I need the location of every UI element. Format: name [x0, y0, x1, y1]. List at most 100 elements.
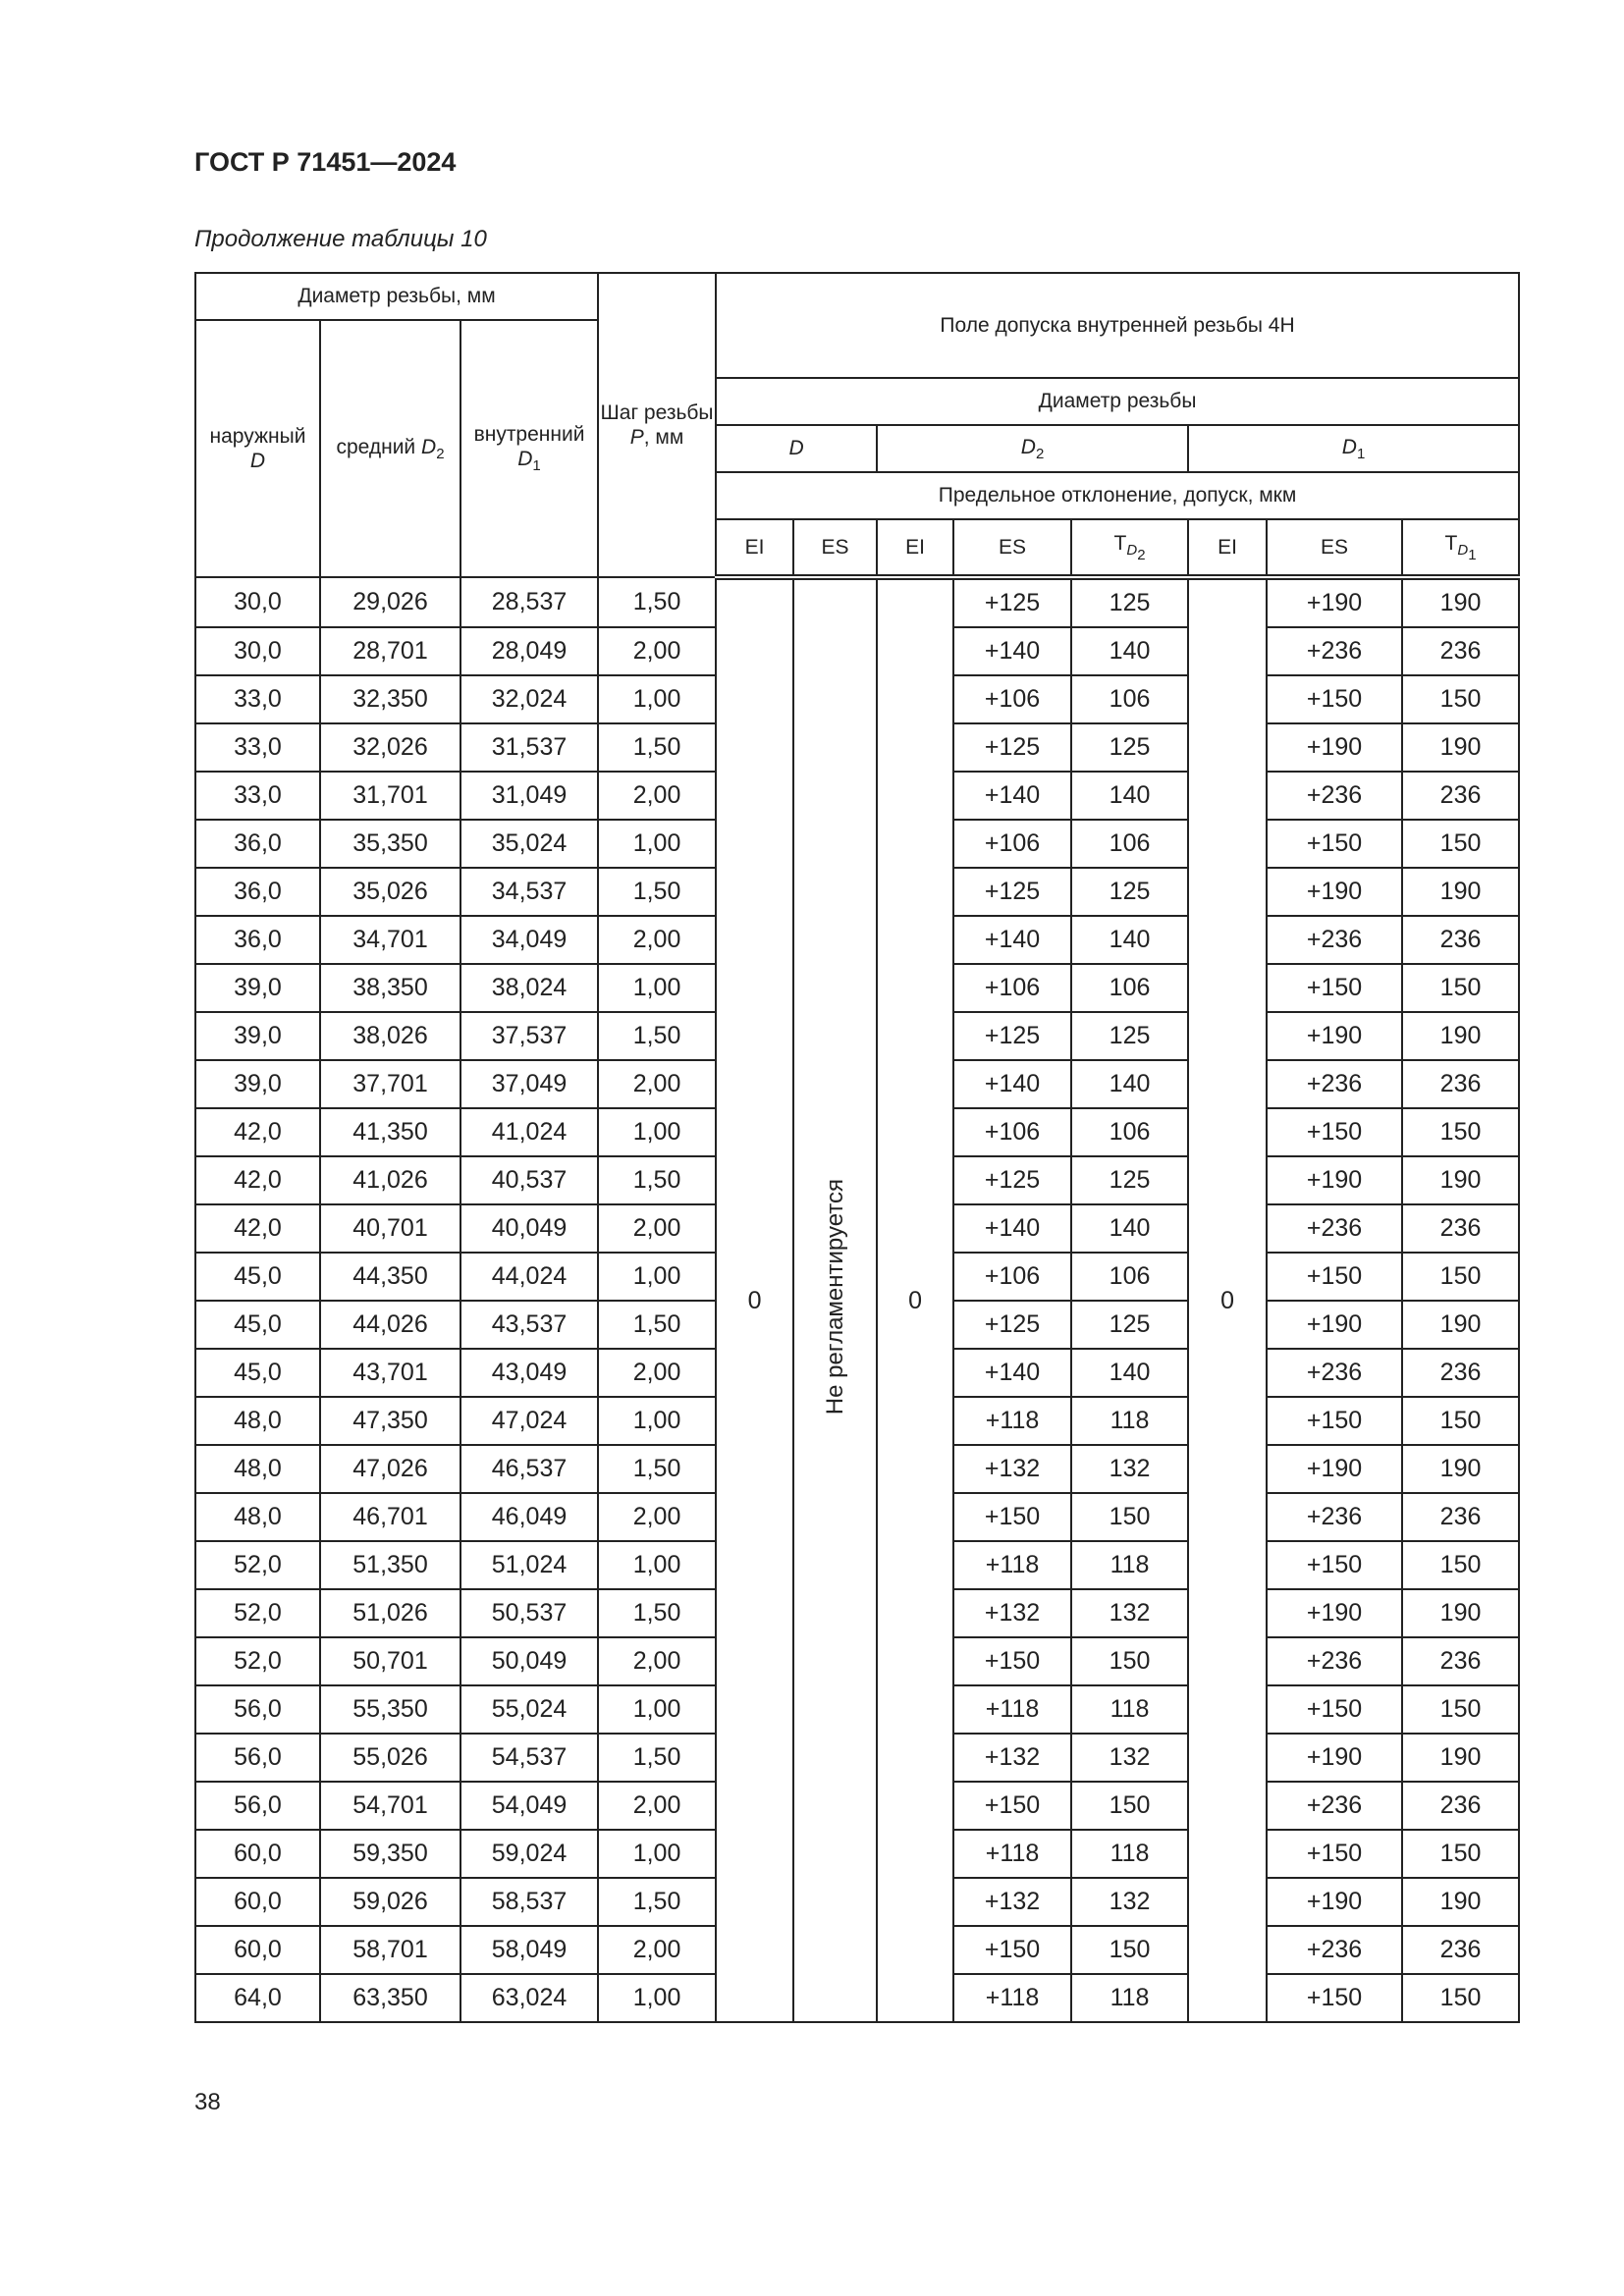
- table-row: 39,0 37,701 37,049 2,00 +140 140 +236 236: [194, 1059, 1521, 1109]
- cell-es-d2: +118: [952, 1540, 1073, 1590]
- cell-mid-d2: 32,026: [319, 722, 461, 773]
- cell-es-d2: +132: [952, 1588, 1073, 1638]
- cell-outer-d: 56,0: [194, 1733, 321, 1783]
- cell-pitch: 2,00: [597, 626, 718, 676]
- table-row: 56,0 55,026 54,537 1,50 +132 132 +190 190: [194, 1733, 1521, 1783]
- cell-inner-d1: 59,024: [459, 1829, 600, 1879]
- cell-inner-d1: 28,049: [459, 626, 600, 676]
- cell-mid-d2: 31,701: [319, 771, 461, 821]
- cell-t-d1: 190: [1401, 867, 1521, 917]
- cell-t-d2: 132: [1070, 1733, 1190, 1783]
- cell-pitch: 1,50: [597, 1444, 718, 1494]
- cell-inner-d1: 46,049: [459, 1492, 600, 1542]
- cell-t-d1: 236: [1401, 1348, 1521, 1398]
- cell-outer-d: 33,0: [194, 674, 321, 724]
- cell-inner-d1: 43,049: [459, 1348, 600, 1398]
- cell-inner-d1: 63,024: [459, 1973, 600, 2023]
- cell-inner-d1: 37,049: [459, 1059, 600, 1109]
- cell-outer-d: 60,0: [194, 1877, 321, 1927]
- cell-outer-d: 52,0: [194, 1540, 321, 1590]
- cell-es-d1: +236: [1266, 1925, 1404, 1975]
- cell-inner-d1: 51,024: [459, 1540, 600, 1590]
- cell-es-d2: +118: [952, 1829, 1073, 1879]
- cell-es-d2: +125: [952, 1155, 1073, 1205]
- cell-inner-d1: 38,024: [459, 963, 600, 1013]
- cell-es-d1: +190: [1266, 867, 1404, 917]
- cell-inner-d1: 40,049: [459, 1203, 600, 1254]
- cell-es-d2: +140: [952, 771, 1073, 821]
- cell-mid-d2: 38,026: [319, 1011, 461, 1061]
- cell-es-d1: +236: [1266, 1059, 1404, 1109]
- header-inner: внутренний D1: [459, 319, 600, 578]
- cell-es-d2: +132: [952, 1444, 1073, 1494]
- cell-es-d2: +125: [952, 1011, 1073, 1061]
- cell-t-d1: 150: [1401, 1252, 1521, 1302]
- cell-mid-d2: 41,350: [319, 1107, 461, 1157]
- cell-t-d1: 236: [1401, 626, 1521, 676]
- cell-t-d2: 140: [1070, 771, 1190, 821]
- cell-mid-d2: 29,026: [319, 576, 461, 628]
- cell-es-d-not-regulated: Не регламентируется: [792, 576, 879, 2023]
- table-body: 30,0 29,026 28,537 1,50 0 Не регламентируется…: [194, 576, 1521, 2023]
- header-TD2: TD2: [1070, 518, 1190, 580]
- cell-es-d1: +236: [1266, 771, 1404, 821]
- cell-t-d1: 190: [1401, 1444, 1521, 1494]
- header-ES-D1: ES: [1266, 518, 1404, 580]
- cell-t-d2: 140: [1070, 1348, 1190, 1398]
- cell-t-d2: 118: [1070, 1829, 1190, 1879]
- header-mid: средний D2: [319, 319, 461, 578]
- cell-t-d1: 236: [1401, 1636, 1521, 1686]
- cell-t-d2: 125: [1070, 1300, 1190, 1350]
- cell-es-d2: +140: [952, 1348, 1073, 1398]
- cell-t-d1: 190: [1401, 1155, 1521, 1205]
- cell-es-d2: +150: [952, 1925, 1073, 1975]
- cell-outer-d: 45,0: [194, 1300, 321, 1350]
- cell-t-d1: 150: [1401, 1107, 1521, 1157]
- cell-inner-d1: 58,049: [459, 1925, 600, 1975]
- cell-es-d1: +150: [1266, 1973, 1404, 2023]
- cell-es-d1: +236: [1266, 915, 1404, 965]
- cell-mid-d2: 40,701: [319, 1203, 461, 1254]
- cell-mid-d2: 50,701: [319, 1636, 461, 1686]
- cell-outer-d: 42,0: [194, 1155, 321, 1205]
- cell-pitch: 1,00: [597, 819, 718, 869]
- cell-inner-d1: 41,024: [459, 1107, 600, 1157]
- cell-es-d1: +190: [1266, 1588, 1404, 1638]
- cell-es-d1: +236: [1266, 1636, 1404, 1686]
- cell-t-d1: 150: [1401, 963, 1521, 1013]
- cell-pitch: 1,50: [597, 576, 718, 628]
- cell-inner-d1: 50,049: [459, 1636, 600, 1686]
- thread-tolerance-table: Диаметр резьбы, мм Шаг резьбы P, мм Поле…: [193, 272, 1521, 2023]
- cell-es-d1: +150: [1266, 963, 1404, 1013]
- cell-es-d2: +150: [952, 1636, 1073, 1686]
- cell-t-d1: 236: [1401, 1781, 1521, 1831]
- cell-outer-d: 64,0: [194, 1973, 321, 2023]
- cell-pitch: 2,00: [597, 1059, 718, 1109]
- cell-es-d1: +236: [1266, 1781, 1404, 1831]
- cell-es-d2: +150: [952, 1492, 1073, 1542]
- cell-outer-d: 36,0: [194, 819, 321, 869]
- cell-inner-d1: 50,537: [459, 1588, 600, 1638]
- cell-outer-d: 48,0: [194, 1396, 321, 1446]
- cell-pitch: 1,00: [597, 1973, 718, 2023]
- cell-t-d1: 190: [1401, 1011, 1521, 1061]
- cell-pitch: 2,00: [597, 1203, 718, 1254]
- header-ES-D2: ES: [952, 518, 1073, 580]
- cell-outer-d: 52,0: [194, 1588, 321, 1638]
- table-row: 39,0 38,350 38,024 1,00 +106 106 +150 150: [194, 963, 1521, 1013]
- cell-es-d2: +150: [952, 1781, 1073, 1831]
- cell-mid-d2: 63,350: [319, 1973, 461, 2023]
- cell-pitch: 1,50: [597, 1300, 718, 1350]
- cell-es-d1: +190: [1266, 1877, 1404, 1927]
- cell-t-d2: 150: [1070, 1492, 1190, 1542]
- cell-ei-d1: 0: [1187, 576, 1269, 2023]
- cell-t-d2: 118: [1070, 1684, 1190, 1735]
- cell-t-d2: 140: [1070, 1203, 1190, 1254]
- header-thread-diameter: Диаметр резьбы: [715, 377, 1521, 426]
- cell-mid-d2: 44,350: [319, 1252, 461, 1302]
- cell-es-d2: +125: [952, 867, 1073, 917]
- cell-pitch: 1,00: [597, 1829, 718, 1879]
- cell-mid-d2: 41,026: [319, 1155, 461, 1205]
- cell-es-d1: +190: [1266, 722, 1404, 773]
- cell-es-d1: +150: [1266, 1107, 1404, 1157]
